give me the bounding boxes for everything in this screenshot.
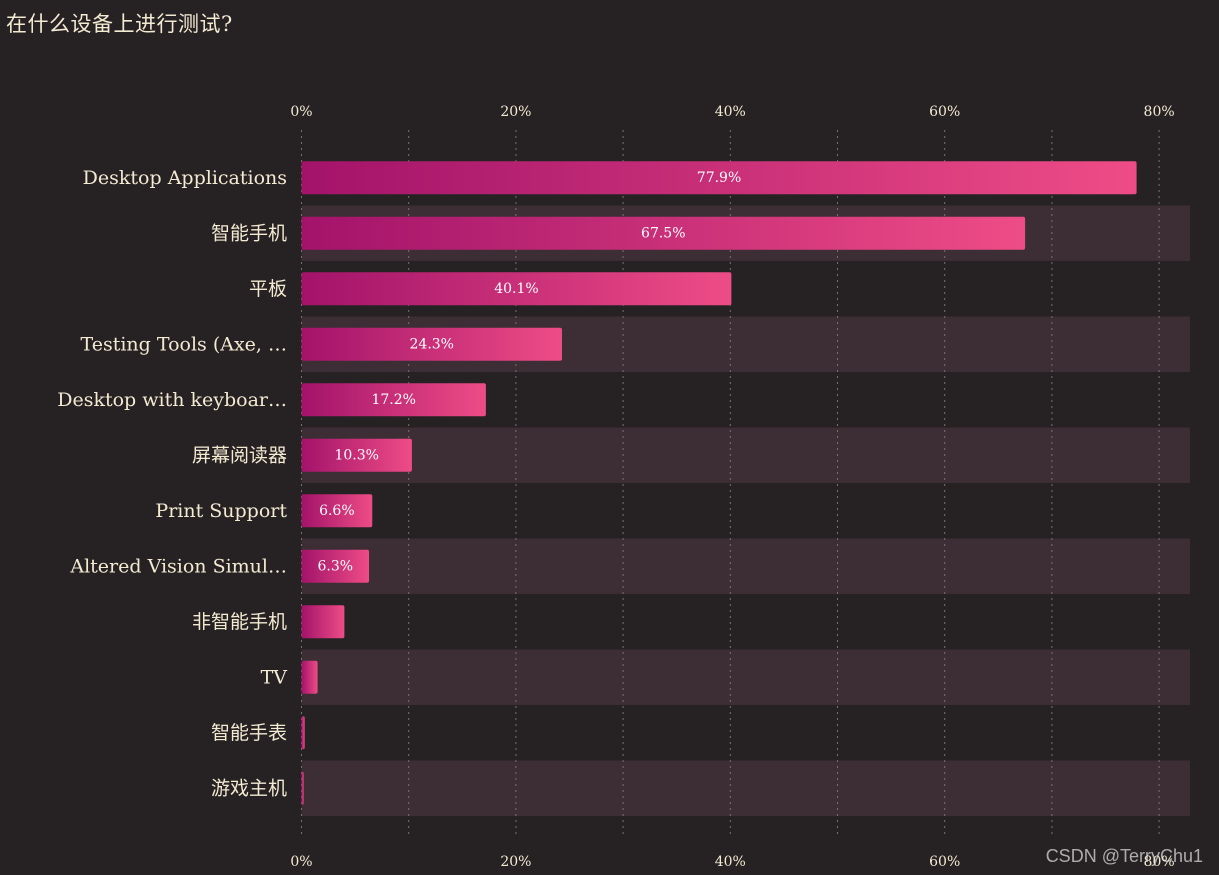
bar [301, 272, 732, 306]
x-tick-label-top: 20% [500, 104, 531, 120]
row-band [301, 538, 1190, 594]
x-tick-label-bottom: 20% [500, 854, 531, 870]
bar [301, 161, 1137, 195]
category-label: Altered Vision Simul… [69, 555, 287, 577]
data-label: 24.3% [410, 336, 454, 352]
x-tick-label-bottom: 0% [290, 854, 312, 870]
data-label: 40.1% [494, 281, 538, 297]
category-label: 非智能手机 [192, 611, 287, 633]
bar [301, 216, 1026, 250]
x-tick-label-top: 80% [1144, 104, 1175, 120]
category-label: Desktop Applications [83, 167, 287, 189]
bar [301, 549, 370, 583]
x-tick-label-bottom: 40% [715, 854, 746, 870]
category-label: Testing Tools (Axe, … [81, 333, 287, 355]
category-label: 游戏主机 [211, 777, 287, 799]
category-label: TV [261, 666, 288, 688]
category-label: 屏幕阅读器 [192, 444, 287, 466]
data-label: 17.2% [371, 392, 415, 408]
bar [301, 716, 305, 750]
data-label: 10.3% [334, 447, 378, 463]
bars [301, 161, 1137, 805]
data-label: 67.5% [641, 225, 685, 241]
bar [301, 438, 412, 472]
category-label: 平板 [249, 278, 287, 300]
category-label: 智能手表 [211, 722, 287, 744]
data-labels: 77.9% 67.5% 40.1% 24.3% 17.2% 10.3% 6.6% 6.3% [317, 170, 741, 575]
data-label: 6.6% [319, 503, 355, 519]
bar [301, 771, 304, 805]
x-tick-label-bottom: 60% [929, 854, 960, 870]
x-axis-bottom: 0% 20% 40% 60% 80% [290, 854, 1174, 870]
data-label: 77.9% [697, 170, 741, 186]
bar [301, 383, 486, 417]
x-tick-label-top: 0% [290, 104, 312, 120]
bar [301, 327, 562, 361]
chart-title: 在什么设备上进行测试? [6, 12, 233, 36]
x-axis-top: 0% 20% 40% 60% 80% [290, 104, 1174, 120]
row-band [301, 760, 1190, 816]
category-label: Desktop with keyboar… [57, 389, 287, 411]
watermark: CSDN @TerryChu1 [1045, 846, 1203, 866]
data-label: 6.3% [317, 558, 353, 574]
bar [301, 605, 345, 639]
bar [301, 494, 373, 528]
row-band [301, 427, 1190, 483]
x-tick-label-top: 60% [929, 104, 960, 120]
x-tick-label-top: 40% [715, 104, 746, 120]
row-bands [301, 205, 1190, 816]
category-label: 智能手机 [211, 222, 287, 244]
category-label: Print Support [155, 500, 287, 522]
x-tick-label-bottom: 80% [1144, 854, 1175, 870]
bar [301, 660, 318, 694]
row-band [301, 649, 1190, 705]
